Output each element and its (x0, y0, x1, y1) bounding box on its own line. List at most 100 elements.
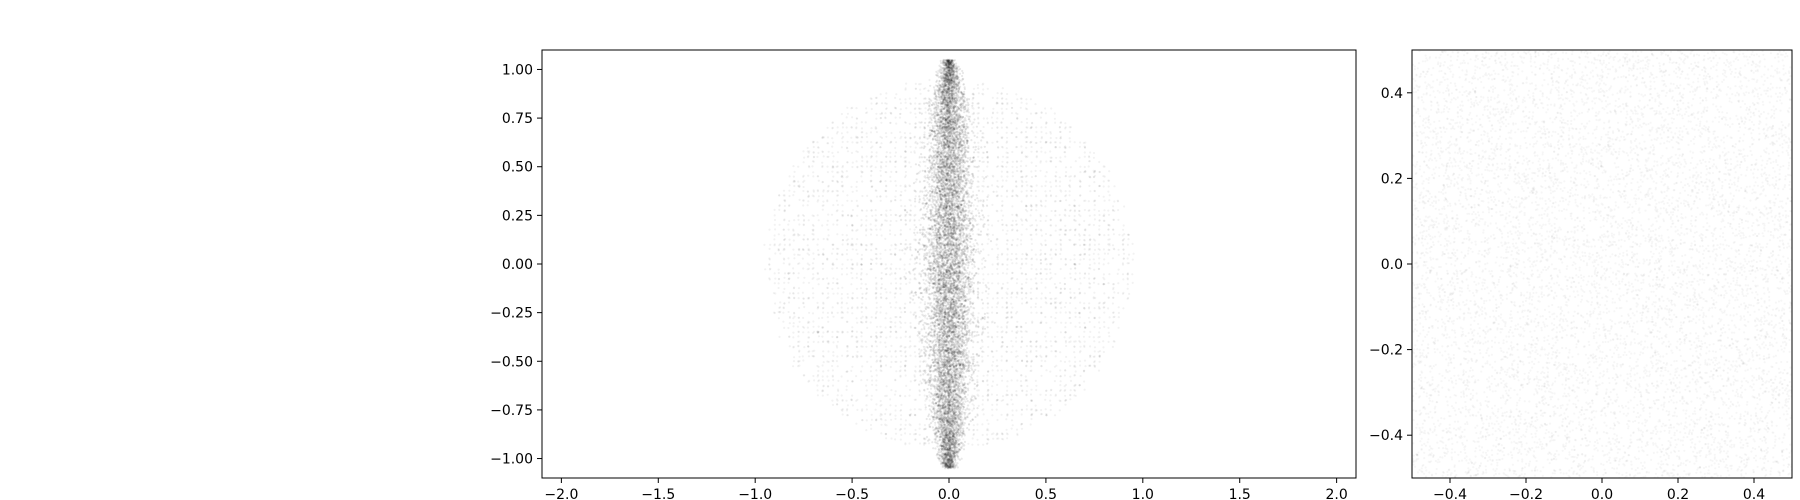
scatter-point (899, 292, 902, 295)
scatter-point (875, 257, 878, 260)
scatter-point (885, 219, 888, 222)
scatter-point (812, 296, 815, 299)
scatter-point (885, 408, 888, 411)
scatter-point (1035, 355, 1038, 358)
scatter-point (807, 155, 810, 158)
scatter-point (1074, 228, 1077, 231)
scatter-point (1078, 204, 1081, 207)
scatter-point (895, 122, 898, 125)
scatter-point (1024, 375, 1027, 378)
scatter-point (995, 238, 998, 241)
scatter-point (807, 248, 810, 252)
scatter-point (914, 247, 917, 251)
scatter-point (991, 96, 994, 99)
scatter-point (1021, 253, 1024, 256)
scatter-point (1025, 262, 1028, 265)
scatter-point (846, 379, 849, 382)
scatter-point (1049, 408, 1052, 412)
scatter-point (1005, 195, 1009, 198)
scatter-point (821, 364, 824, 367)
scatter-point (966, 312, 970, 315)
scatter-point (1078, 262, 1081, 266)
scatter-point (1019, 239, 1023, 242)
scatter-point (816, 389, 819, 392)
scatter-point (801, 355, 804, 358)
scatter-point (904, 423, 907, 426)
scatter-point (1014, 219, 1018, 222)
scatter-point (1010, 112, 1014, 115)
scatter-point (986, 242, 989, 245)
scatter-point (1107, 307, 1110, 310)
scatter-point (1020, 218, 1023, 221)
scatter-point (972, 87, 976, 90)
scatter-point (773, 214, 776, 217)
scatter-point (788, 292, 792, 295)
scatter-point (802, 161, 805, 164)
scatter-point (1069, 312, 1072, 315)
scatter-point (1065, 355, 1068, 358)
scatter-point (821, 150, 825, 154)
scatter-point (1020, 131, 1023, 134)
scatter-point (1020, 151, 1024, 155)
scatter-point (1044, 286, 1047, 289)
scatter-point (1020, 427, 1024, 430)
scatter-point (1010, 302, 1013, 305)
scatter-point (1117, 326, 1120, 329)
scatter-point (991, 203, 994, 206)
scatter-point (1024, 204, 1028, 207)
scatter-point (816, 331, 820, 334)
scatter-point (1005, 243, 1009, 246)
scatter-point (1020, 408, 1023, 411)
scatter-point (895, 287, 898, 290)
scatter-point (826, 219, 829, 222)
scatter-point (792, 292, 795, 295)
scatter-point (1054, 229, 1057, 232)
scatter-point (1005, 140, 1009, 143)
scatter-point (904, 335, 907, 338)
scatter-point (914, 102, 917, 105)
scatter-point (787, 301, 791, 304)
scatter-point (1098, 262, 1101, 265)
scatter-point (981, 218, 984, 221)
scatter-point (997, 185, 1000, 189)
scatter-point (865, 135, 869, 138)
scatter-point (919, 286, 922, 289)
scatter-point (846, 345, 849, 348)
scatter-point (890, 360, 893, 364)
scatter-point (1035, 130, 1038, 134)
scatter-point (966, 101, 969, 104)
scatter-point (1058, 213, 1061, 217)
scatter-point (987, 273, 990, 276)
scatter-point (948, 292, 951, 295)
scatter-point (846, 350, 849, 353)
scatter-point (1122, 228, 1125, 231)
scatter-point (962, 142, 966, 145)
scatter-point (826, 316, 829, 319)
scatter-point (913, 351, 917, 354)
scatter-point (860, 121, 863, 124)
scatter-point (836, 180, 839, 183)
scatter-point (1049, 302, 1052, 305)
scatter-point (798, 233, 801, 237)
scatter-point (1083, 326, 1086, 329)
scatter-point (971, 443, 974, 446)
scatter-point (860, 263, 863, 266)
scatter-point (812, 320, 815, 323)
scatter-point (938, 131, 942, 134)
scatter-point (812, 340, 815, 343)
scatter-point (1025, 126, 1028, 129)
scatter-point (972, 146, 976, 149)
scatter-point (1083, 344, 1086, 347)
scatter-point (889, 200, 893, 203)
scatter-point (826, 142, 829, 145)
scatter-point (822, 311, 825, 314)
scatter-point (908, 97, 911, 100)
scatter-point (846, 131, 849, 134)
scatter-point (773, 238, 776, 241)
scatter-point (981, 92, 984, 95)
scatter-point (1005, 331, 1008, 334)
scatter-point (947, 258, 950, 261)
scatter-point (904, 243, 907, 246)
scatter-point (1015, 127, 1018, 130)
scatter-point (1035, 388, 1038, 392)
